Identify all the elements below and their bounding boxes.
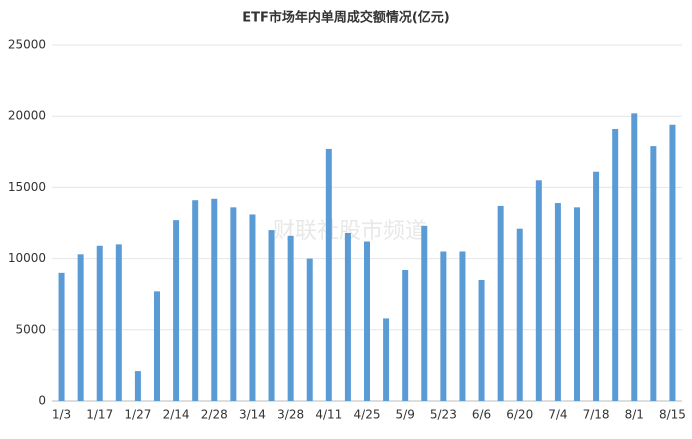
bar — [154, 291, 160, 401]
x-tick-label: 2/14 — [163, 408, 190, 422]
bar — [440, 251, 447, 401]
bar — [173, 220, 180, 401]
x-tick-label: 8/15 — [659, 408, 686, 422]
bar — [325, 148, 332, 401]
bar — [421, 225, 428, 401]
x-tick-label: 2/28 — [201, 408, 228, 422]
x-tick-label: 7/4 — [548, 408, 567, 422]
bar — [593, 171, 600, 401]
bar — [554, 203, 561, 401]
bar — [77, 254, 84, 401]
bar — [115, 244, 122, 401]
bar — [497, 205, 504, 401]
bar — [58, 272, 65, 401]
bar — [287, 235, 294, 401]
x-tick-label: 1/27 — [124, 408, 151, 422]
bar — [402, 269, 409, 401]
bar — [650, 146, 657, 401]
bar — [268, 230, 275, 401]
bar — [631, 113, 638, 402]
bar — [306, 258, 313, 401]
y-tick-label: 10000 — [8, 251, 46, 265]
x-tick-label: 3/14 — [239, 408, 266, 422]
bar — [192, 200, 199, 401]
x-tick-label: 6/20 — [506, 408, 533, 422]
x-tick-label: 1/3 — [52, 408, 71, 422]
x-tick-label: 1/17 — [86, 408, 113, 422]
bar — [249, 214, 256, 401]
bar — [211, 198, 218, 401]
bar — [230, 207, 237, 401]
y-tick-label: 25000 — [8, 38, 46, 52]
x-tick-label: 8/1 — [625, 408, 644, 422]
bar — [459, 251, 466, 401]
bar — [574, 207, 580, 401]
bar — [669, 124, 676, 401]
x-tick-label: 6/6 — [472, 408, 491, 422]
x-tick-label: 7/18 — [583, 408, 610, 422]
bar — [364, 241, 370, 401]
y-tick-label: 15000 — [8, 180, 46, 194]
bar — [134, 371, 141, 401]
bar — [478, 279, 485, 401]
x-tick-label: 5/23 — [430, 408, 457, 422]
bar — [516, 228, 523, 401]
x-tick-label: 5/9 — [396, 408, 415, 422]
x-tick-label: 3/28 — [277, 408, 304, 422]
bar — [612, 129, 619, 402]
y-tick-label: 20000 — [8, 109, 46, 123]
chart-title: ETF市场年内单周成交额情况(亿元) — [242, 10, 450, 26]
y-tick-label: 0 — [38, 394, 46, 408]
bar — [96, 245, 103, 401]
x-tick-label: 4/25 — [354, 408, 381, 422]
bar — [383, 318, 390, 401]
bar — [344, 232, 351, 401]
x-tick-label: 4/11 — [315, 408, 342, 422]
bar — [535, 180, 542, 401]
y-tick-label: 5000 — [15, 322, 46, 336]
